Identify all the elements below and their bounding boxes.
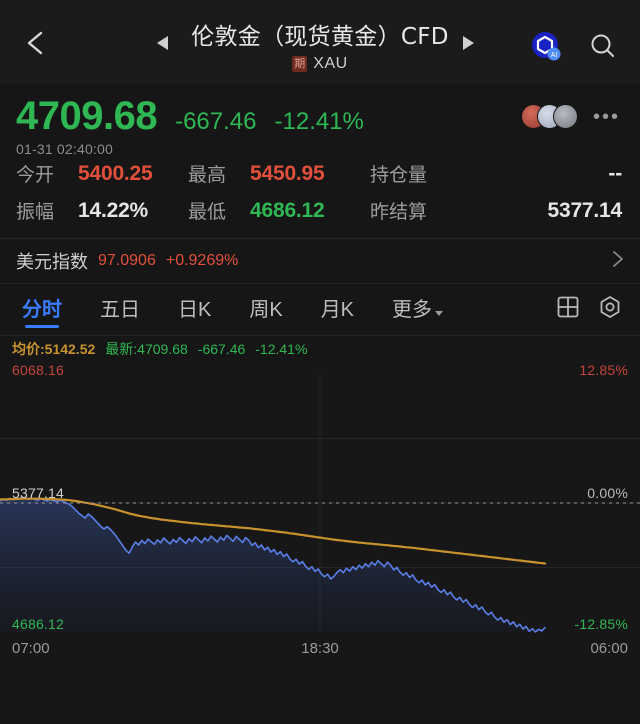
- stat-label: 振幅: [16, 202, 55, 223]
- price-area: [0, 497, 545, 632]
- tab-five-day[interactable]: 五日: [92, 293, 148, 327]
- stat-value-amplitude: 14.22%: [78, 198, 149, 222]
- tab-label: 日K: [178, 298, 212, 321]
- settings-hex-icon[interactable]: [598, 295, 622, 324]
- tab-label: 周K: [249, 298, 283, 321]
- tab-label: 月K: [320, 298, 355, 321]
- stat-label: 最低: [188, 202, 227, 223]
- stat-value-open: 5400.25: [78, 161, 153, 185]
- grid-layout-icon[interactable]: [556, 295, 580, 324]
- time-tick: 06:00: [590, 640, 628, 657]
- tab-label: 更多: [392, 298, 433, 321]
- chevron-right-icon[interactable]: [612, 249, 624, 274]
- tab-weekly-k[interactable]: 周K: [241, 293, 290, 327]
- time-axis: 07:00 18:30 06:00: [0, 640, 640, 662]
- stat-label: 最高: [188, 165, 227, 186]
- stat-value-high: 5450.95: [250, 161, 325, 185]
- chevron-down-icon: [435, 311, 444, 316]
- next-triangle-icon[interactable]: [460, 34, 476, 57]
- price-change-percent: -12.41%: [274, 108, 364, 135]
- chart-canvas: [0, 374, 640, 633]
- chart-change-pct: -12.41%: [255, 341, 308, 357]
- timeshare-chart[interactable]: 6068.16 12.85% 5377.14 0.00% 4686.12 -12…: [0, 360, 640, 668]
- chart-info-line: 均价:5142.52 最新:4709.68 -667.46 -12.41%: [0, 336, 640, 360]
- usd-index-value: 97.0906: [98, 252, 156, 269]
- usd-index-label: 美元指数: [16, 252, 88, 272]
- svg-text:AI: AI: [551, 52, 558, 59]
- price-block: 4709.68 -667.46 -12.41% 01-31 02:40:00 •…: [0, 84, 640, 157]
- stats-grid: 今开 5400.25 最高 5450.95 持仓量 -- 振幅 14.22% 最…: [0, 156, 640, 224]
- avatar[interactable]: [553, 104, 578, 129]
- tab-fenshi[interactable]: 分时: [14, 293, 70, 327]
- tab-label: 五日: [100, 298, 140, 321]
- futures-badge: 期: [292, 56, 308, 72]
- last-price: 4709.68: [16, 94, 158, 138]
- ai-assistant-icon[interactable]: AI: [530, 30, 562, 62]
- tab-label: 分时: [22, 298, 62, 321]
- price-change: -667.46: [175, 108, 257, 135]
- tab-daily-k[interactable]: 日K: [170, 293, 219, 327]
- chart-avg-label: 均价:5142.52: [12, 341, 96, 357]
- stat-value-low: 4686.12: [250, 198, 325, 222]
- chart-tool-icons: [556, 295, 626, 324]
- price-line: [0, 496, 546, 633]
- stat-label: 昨结算: [370, 202, 428, 223]
- symbol-code: XAU: [313, 55, 348, 72]
- more-dots-icon[interactable]: •••: [592, 106, 620, 128]
- time-tick: 18:30: [301, 640, 339, 657]
- usd-index-row[interactable]: 美元指数 97.0906 +0.9269%: [0, 238, 640, 284]
- average-line: [0, 497, 547, 565]
- tab-more[interactable]: 更多: [384, 293, 451, 327]
- prev-triangle-icon[interactable]: [155, 34, 171, 57]
- stat-label: 持仓量: [370, 165, 428, 186]
- price-row: 4709.68 -667.46 -12.41%: [16, 94, 640, 138]
- tab-monthly-k[interactable]: 月K: [313, 293, 362, 327]
- usd-index-change: +0.9269%: [165, 252, 239, 269]
- app-header: 伦敦金（现货黄金）CFD 期 XAU AI: [0, 0, 640, 84]
- chart-last-label: 最新:4709.68: [105, 341, 188, 357]
- chart-change: -667.46: [197, 341, 246, 357]
- time-tick: 07:00: [12, 640, 50, 657]
- stat-value-openinterest: --: [608, 161, 622, 185]
- avatar-group[interactable]: [521, 104, 578, 129]
- stat-value-prevsettle: 5377.14: [547, 198, 622, 222]
- search-icon[interactable]: [588, 31, 618, 61]
- quote-timestamp: 01-31 02:40:00: [16, 141, 113, 157]
- chart-period-tabs: 分时 五日 日K 周K 月K 更多: [0, 284, 640, 336]
- back-chevron-icon[interactable]: [22, 28, 50, 58]
- stat-label: 今开: [16, 165, 55, 186]
